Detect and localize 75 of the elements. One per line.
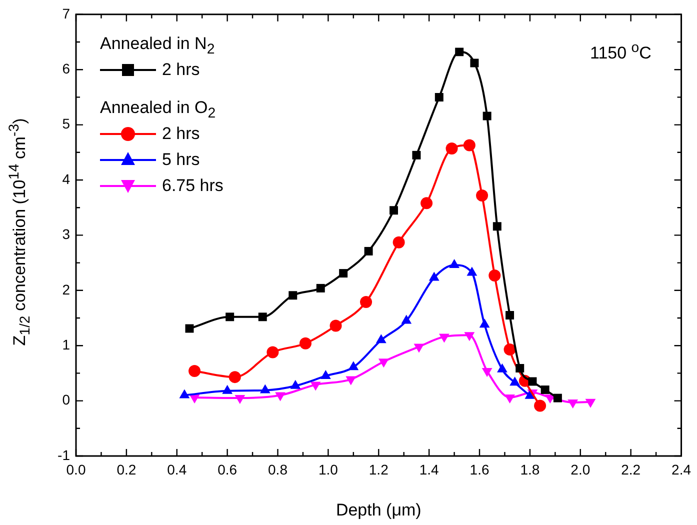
x-tick-label: 0.4: [167, 461, 187, 478]
y-tick-label: 5: [62, 116, 70, 132]
point: [439, 334, 450, 343]
point: [390, 206, 398, 215]
y-tick-label: 4: [62, 170, 70, 187]
point: [378, 358, 389, 368]
point: [339, 269, 348, 278]
point: [434, 92, 444, 102]
point: [488, 269, 501, 282]
x-tick-label: 1.2: [368, 461, 389, 478]
point: [392, 236, 405, 248]
point: [330, 320, 342, 332]
x-tick-label: 1.8: [520, 461, 540, 478]
point: [412, 150, 421, 160]
point: [506, 311, 514, 320]
point: [504, 394, 515, 404]
x-tick-label: 0.2: [116, 461, 136, 478]
point: [310, 382, 321, 391]
point: [464, 332, 475, 342]
point: [463, 139, 476, 152]
point: [492, 222, 502, 231]
point: [476, 189, 488, 202]
y-tick-label: -1: [58, 446, 70, 463]
annotation: 1150 $^{o}$C: [590, 40, 652, 64]
point: [226, 312, 234, 322]
y-tick-label: 1: [62, 336, 70, 352]
x-tick-label: 1.4: [419, 461, 440, 478]
y-tick-label: 7: [62, 5, 70, 22]
legend-label: 2 hrs: [162, 124, 200, 144]
annotation: Annealed in N$_{2}$: [100, 34, 215, 58]
point: [188, 364, 201, 377]
point: [470, 58, 479, 68]
x-tick-label: 0.8: [268, 461, 288, 478]
legend-label: 2 hrs: [162, 60, 200, 80]
legend-label: 6.75 hrs: [162, 176, 224, 196]
point: [568, 399, 578, 408]
y-tick-label: 6: [62, 60, 70, 76]
point: [446, 142, 458, 155]
legend-label: 5 hrs: [162, 150, 200, 170]
point: [528, 377, 537, 386]
point: [275, 392, 286, 402]
point: [420, 197, 433, 210]
x-axis-title: Depth (μm): [336, 500, 422, 520]
x-tick-label: 2.0: [570, 461, 590, 478]
point: [300, 337, 312, 350]
x-tick-label: 2.2: [621, 461, 641, 478]
annotation: Annealed in O$_{2}$: [100, 98, 216, 122]
point: [534, 400, 546, 412]
y-tick-label: 0: [62, 392, 70, 408]
point: [288, 291, 298, 300]
x-tick-label: 1.0: [318, 461, 338, 478]
point: [516, 364, 524, 372]
point: [364, 246, 373, 256]
point: [553, 394, 562, 402]
point: [455, 48, 464, 56]
point: [234, 395, 246, 404]
x-tick-label: 1.6: [470, 461, 490, 478]
point: [258, 312, 267, 322]
point: [482, 368, 492, 377]
x-tick-label: 0.0: [66, 461, 86, 478]
point: [540, 386, 550, 394]
point: [360, 296, 372, 308]
point: [482, 112, 492, 120]
point: [266, 346, 279, 358]
point: [346, 376, 356, 386]
x-tick-label: 0.6: [218, 461, 238, 478]
point: [228, 371, 241, 384]
point: [414, 344, 424, 353]
x-tick-label: 2.4: [672, 461, 692, 478]
y-tick-label: 2: [62, 281, 70, 298]
point: [185, 324, 194, 333]
y-tick-label: 3: [62, 226, 70, 242]
point: [585, 398, 596, 408]
point: [504, 343, 516, 356]
point: [316, 284, 325, 292]
